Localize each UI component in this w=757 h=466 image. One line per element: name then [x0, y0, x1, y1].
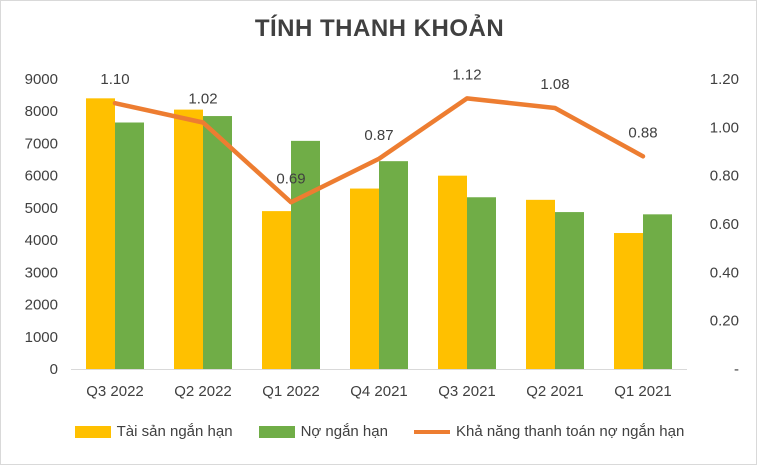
bar-liabilities	[115, 122, 144, 369]
bar-liabilities	[467, 197, 496, 369]
bar-liabilities	[291, 140, 320, 369]
data-label-ratio: 0.88	[628, 124, 657, 141]
data-label-ratio: 1.10	[100, 71, 129, 88]
y-axis-tick-label: 7000	[25, 135, 58, 152]
bar-assets	[174, 109, 203, 369]
data-label-ratio: 1.08	[540, 76, 569, 93]
legend-swatch-liabilities	[258, 425, 295, 438]
y2-axis-tick-label: 1.20	[710, 71, 739, 88]
bar-assets	[438, 175, 467, 369]
bar-assets	[350, 188, 379, 369]
bar-assets	[526, 199, 555, 369]
bar-assets	[614, 233, 643, 369]
legend-label-liabilities: Nợ ngắn hạn	[300, 423, 388, 440]
y-axis-tick-label: 3000	[25, 264, 58, 281]
data-label-ratio: 0.69	[276, 170, 305, 187]
y-axis-tick-label: 0	[50, 361, 58, 378]
y-axis-tick-label: 6000	[25, 168, 58, 185]
data-label-ratio: 1.02	[188, 91, 217, 108]
y-axis-tick-label: 1000	[25, 329, 58, 346]
legend-swatch-assets	[74, 425, 111, 438]
bar-liabilities	[643, 214, 672, 369]
legend-item-ratio: Khả năng thanh toán nợ ngắn hạn	[413, 423, 685, 440]
y2-axis-tick-label: 1.00	[710, 119, 739, 136]
legend-item-assets: Tài sản ngắn hạn	[74, 423, 233, 440]
y2-axis-tick-label: 0.80	[710, 168, 739, 185]
legend-item-liabilities: Nợ ngắn hạn	[258, 423, 388, 440]
bar-assets	[86, 98, 115, 369]
x-axis-tick-label: Q1 2022	[262, 383, 320, 400]
data-label-ratio: 0.87	[364, 127, 393, 144]
legend: Tài sản ngắn hạn Nợ ngắn hạn Khả năng th…	[1, 423, 757, 440]
y-axis-tick-label: 2000	[25, 297, 58, 314]
y2-axis-tick-label: 0.20	[710, 313, 739, 330]
bar-liabilities	[555, 212, 584, 369]
legend-swatch-ratio	[413, 429, 450, 434]
y-axis-tick-label: 5000	[25, 200, 58, 217]
x-axis-tick-label: Q2 2022	[174, 383, 232, 400]
line-ratio	[112, 96, 646, 205]
y2-axis-tick-label: 0.60	[710, 216, 739, 233]
y2-axis-tick-label: -	[734, 361, 739, 378]
bar-liabilities	[379, 161, 408, 369]
x-axis-tick-label: Q3 2022	[86, 383, 144, 400]
y2-axis-tick-label: 0.40	[710, 264, 739, 281]
bar-assets	[262, 211, 291, 369]
bar-liabilities	[203, 116, 232, 369]
y-axis-tick-label: 4000	[25, 232, 58, 249]
x-axis-tick-label: Q1 2021	[614, 383, 672, 400]
x-axis-tick-label: Q2 2021	[526, 383, 584, 400]
data-label-ratio: 1.12	[452, 66, 481, 83]
legend-label-assets: Tài sản ngắn hạn	[116, 423, 233, 440]
x-axis-tick-label: Q4 2021	[350, 383, 408, 400]
chart-title: TÍNH THANH KHOẢN	[254, 15, 505, 42]
y-axis-tick-label: 9000	[25, 71, 58, 88]
y-axis-tick-label: 8000	[25, 103, 58, 120]
x-axis-tick-label: Q3 2021	[438, 383, 496, 400]
legend-label-ratio: Khả năng thanh toán nợ ngắn hạn	[455, 423, 685, 440]
